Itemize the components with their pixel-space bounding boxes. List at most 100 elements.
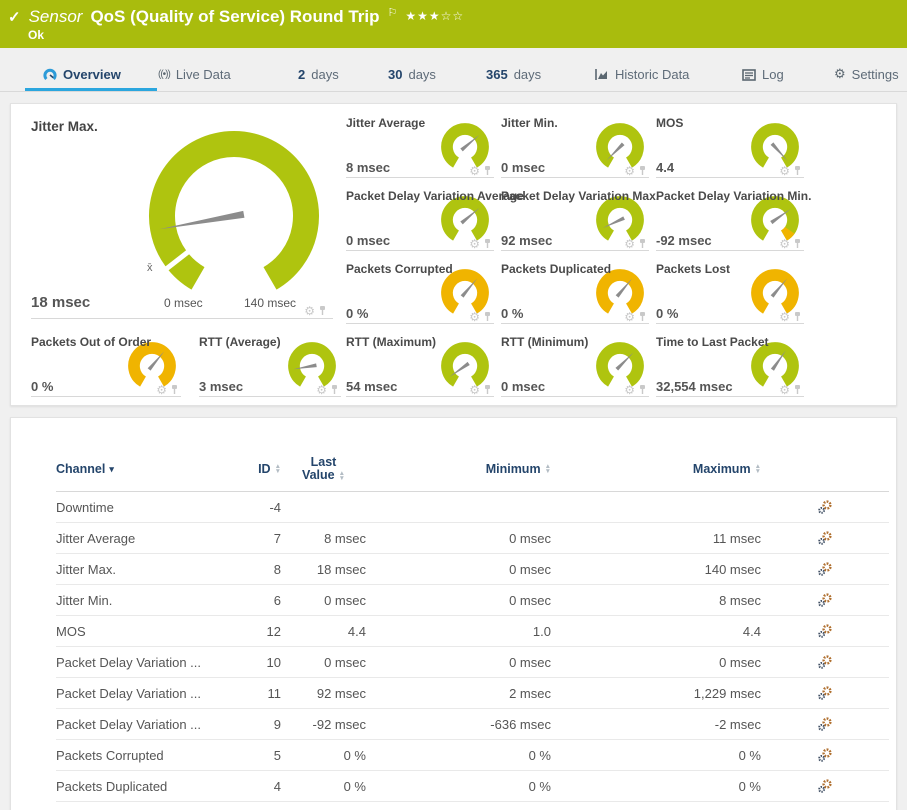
gauge-jitter-average: Jitter Average 8 msec ⚙ — [346, 116, 494, 178]
last-value: 0 msec — [324, 592, 366, 608]
average-marker-label: x̄ — [147, 262, 153, 274]
channel-settings-icon[interactable] — [817, 654, 833, 670]
gear-icon[interactable]: ⚙ — [624, 382, 635, 397]
gauge-value: 0 % — [31, 379, 54, 394]
table-row-jitter-average: Jitter Average 7 8 msec 0 msec 11 msec — [56, 523, 889, 554]
gauge-dial — [288, 342, 336, 387]
tab-2-days[interactable]: 2 days — [298, 67, 339, 82]
column-header-channel[interactable]: Channel ▾ — [56, 462, 256, 476]
pin-icon[interactable] — [483, 238, 492, 249]
tab-30-days[interactable]: 30 days — [388, 67, 436, 82]
table-header-row: Channel ▾ ID ▲ ▼ Last Value ▲ ▼ Minimum ▲ ▼ … — [56, 418, 889, 492]
channel-settings-icon[interactable] — [817, 499, 833, 515]
gauge-dial — [128, 342, 176, 387]
gauge-value: 0 msec — [501, 160, 546, 175]
gear-icon[interactable]: ⚙ — [469, 309, 480, 324]
pin-icon[interactable] — [483, 165, 492, 176]
maximum-value: 1,229 msec — [693, 685, 761, 701]
gear-icon[interactable]: ⚙ — [156, 382, 167, 397]
channel-name: Packet Delay Variation ... — [56, 685, 201, 701]
channel-settings-icon[interactable] — [817, 747, 833, 763]
gauge-max-label: 140 msec — [244, 296, 297, 310]
channel-settings-icon[interactable] — [817, 623, 833, 639]
pin-icon[interactable] — [638, 311, 647, 322]
pin-icon[interactable] — [483, 311, 492, 322]
column-label: Value — [301, 468, 335, 482]
gauge-value: 0 msec — [346, 233, 391, 248]
gear-icon[interactable]: ⚙ — [779, 309, 790, 324]
tab-live-data[interactable]: ((•)) Live Data — [158, 67, 231, 82]
gauge-packets-duplicated: Packets Duplicated 0 % ⚙ — [501, 262, 649, 324]
tab-log[interactable]: Log — [742, 67, 784, 82]
gear-icon[interactable]: ⚙ — [624, 163, 635, 178]
priority-stars[interactable]: ★★★☆☆ — [405, 9, 464, 23]
gauge-dial — [596, 342, 644, 387]
gauge-rtt-minimum: RTT (Minimum) 0 msec ⚙ — [501, 335, 649, 397]
pin-icon[interactable] — [793, 238, 802, 249]
gear-icon[interactable]: ⚙ — [304, 303, 315, 318]
pin-icon[interactable] — [638, 384, 647, 395]
column-header-id[interactable]: ID ▲ ▼ — [256, 462, 281, 476]
gauge-value: 0 % — [501, 306, 524, 321]
gear-icon[interactable]: ⚙ — [469, 382, 480, 397]
column-label: Minimum — [485, 462, 541, 476]
pin-icon[interactable] — [638, 238, 647, 249]
gauge-title: Packet Delay Variation Max. — [501, 189, 660, 203]
pin-icon[interactable] — [793, 311, 802, 322]
gauge-value: 54 msec — [346, 379, 398, 394]
pin-icon[interactable] — [483, 384, 492, 395]
gauge-dial — [441, 342, 489, 387]
table-row-pdv-min: Packet Delay Variation ... 9 -92 msec -6… — [56, 709, 889, 740]
gear-icon[interactable]: ⚙ — [316, 382, 327, 397]
channel-id: -4 — [269, 499, 281, 515]
gear-icon[interactable]: ⚙ — [469, 236, 480, 251]
stars-filled[interactable]: ★★★ — [405, 9, 441, 23]
last-value: 4.4 — [347, 623, 366, 639]
status-badge: Ok — [28, 28, 45, 42]
gear-icon[interactable]: ⚙ — [469, 163, 480, 178]
channel-table-panel: Channel ▾ ID ▲ ▼ Last Value ▲ ▼ Minimum ▲ ▼ … — [10, 417, 897, 810]
channel-settings-icon[interactable] — [817, 592, 833, 608]
column-header-maximum[interactable]: Maximum ▲ ▼ — [551, 462, 761, 476]
channel-settings-icon[interactable] — [817, 530, 833, 546]
channel-settings-icon[interactable] — [817, 685, 833, 701]
channel-name: Packet Delay Variation ... — [56, 716, 201, 732]
gear-icon[interactable]: ⚙ — [624, 309, 635, 324]
pin-icon[interactable] — [318, 305, 327, 316]
gauge-rtt-maximum: RTT (Maximum) 54 msec ⚙ — [346, 335, 494, 397]
channel-settings-icon[interactable] — [817, 778, 833, 794]
sort-icon: ▲ ▼ — [274, 463, 281, 475]
pin-icon[interactable] — [330, 384, 339, 395]
column-header-last-value[interactable]: Last Value ▲ ▼ — [281, 456, 366, 482]
pin-icon[interactable] — [170, 384, 179, 395]
tab-historic-data[interactable]: Historic Data — [594, 67, 689, 82]
gauge-dial — [441, 269, 489, 314]
column-header-minimum[interactable]: Minimum ▲ ▼ — [366, 462, 551, 476]
pin-icon[interactable] — [793, 384, 802, 395]
last-value: 0 % — [343, 747, 366, 763]
gauge-title: RTT (Minimum) — [501, 335, 589, 349]
maximum-value: 140 msec — [704, 561, 761, 577]
channel-settings-icon[interactable] — [817, 716, 833, 732]
gauge-value: 0 % — [346, 306, 369, 321]
tab-number: 30 — [388, 67, 403, 82]
gear-icon: ⚙ — [834, 66, 846, 81]
tab-365-days[interactable]: 365 days — [486, 67, 541, 82]
gauges-panel: Jitter Max. x̄ 0 msec 140 msec 18 msec ⚙… — [10, 103, 897, 406]
flag-icon[interactable]: ⚐ — [387, 7, 398, 19]
pin-icon[interactable] — [638, 165, 647, 176]
gauge-packets-out-of-order: Packets Out of Order 0 % ⚙ — [31, 335, 181, 397]
gear-icon[interactable]: ⚙ — [624, 236, 635, 251]
pin-icon[interactable] — [793, 165, 802, 176]
gear-icon[interactable]: ⚙ — [779, 163, 790, 178]
sensor-title: QoS (Quality of Service) Round Trip — [90, 7, 380, 26]
gear-icon[interactable]: ⚙ — [779, 236, 790, 251]
column-label: Last — [310, 455, 337, 469]
tab-settings[interactable]: ⚙ Settings — [834, 66, 899, 82]
tab-overview[interactable]: Overview — [43, 67, 121, 82]
gear-icon[interactable]: ⚙ — [779, 382, 790, 397]
stars-empty[interactable]: ☆☆ — [440, 9, 465, 23]
gauge-title: Packets Lost — [656, 262, 731, 276]
sort-icon: ▲ ▼ — [544, 463, 551, 475]
channel-settings-icon[interactable] — [817, 561, 833, 577]
